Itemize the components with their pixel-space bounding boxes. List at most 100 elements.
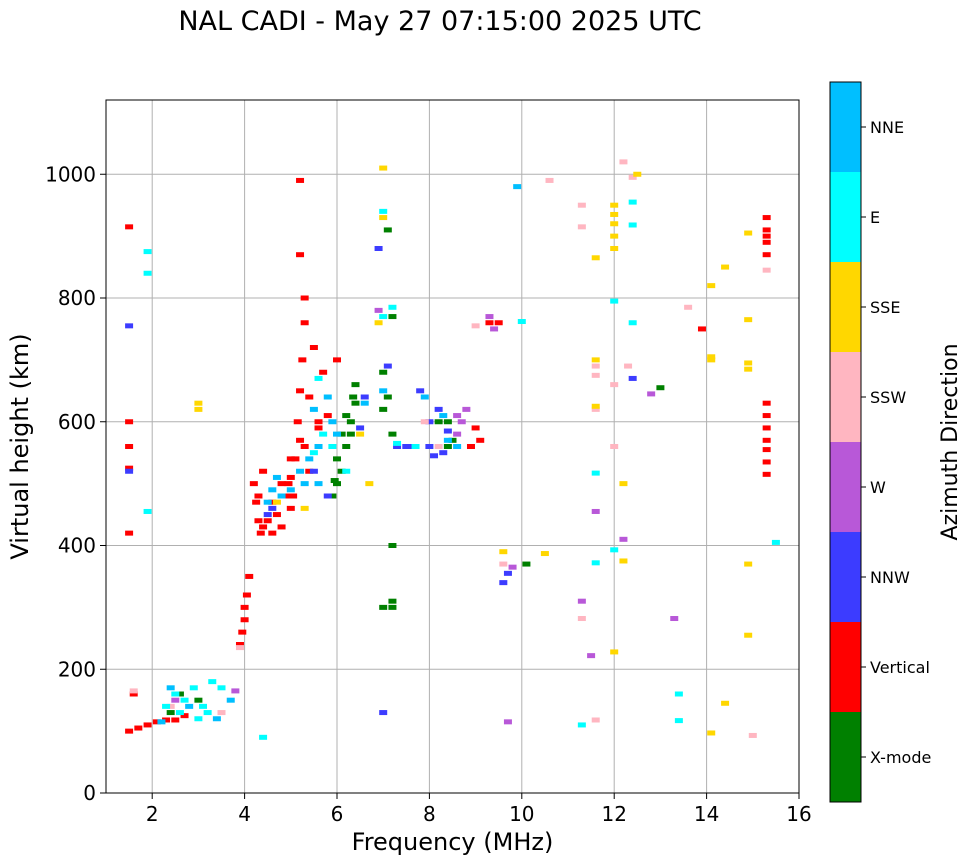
data-point-vertical — [259, 468, 268, 474]
data-point-vertical — [242, 592, 251, 598]
data-point-vertical — [298, 357, 307, 363]
data-point-nne — [277, 493, 286, 499]
x-tick-label: 4 — [238, 802, 251, 826]
data-point-vertical — [125, 728, 134, 734]
data-point-nne — [328, 419, 337, 425]
data-point-nnw — [425, 444, 434, 449]
data-point-e — [342, 468, 351, 474]
data-point-vertical — [762, 233, 771, 239]
data-point-x-mode — [448, 437, 457, 443]
data-point-nne — [379, 388, 388, 394]
data-point-x-mode — [443, 444, 452, 449]
data-point-vertical — [293, 419, 302, 425]
data-point-nnw — [416, 388, 425, 394]
data-point-vertical — [268, 530, 277, 536]
data-point-nne — [305, 456, 314, 462]
data-point-ssw — [545, 177, 554, 183]
colorbar-segment — [830, 262, 861, 352]
data-point-vertical — [296, 388, 305, 394]
data-point-sse — [721, 264, 730, 270]
data-point-sse — [374, 320, 383, 326]
data-point-sse — [707, 354, 716, 360]
data-point-vertical — [268, 499, 277, 505]
colorbar-segment — [830, 442, 861, 532]
data-point-x-mode — [388, 431, 397, 437]
data-point-vertical — [263, 518, 272, 524]
data-point-vertical — [300, 295, 309, 301]
data-point-nnw — [383, 363, 392, 369]
data-point-w — [457, 419, 466, 425]
data-point-ssw — [591, 372, 600, 378]
data-point-x-mode — [333, 456, 341, 462]
data-point-x-mode — [342, 444, 351, 449]
data-point-sse — [619, 481, 628, 487]
data-point-vertical — [296, 177, 305, 183]
data-point-vertical — [235, 642, 244, 647]
data-point-vertical — [125, 530, 134, 536]
colorbar-label: SSW — [870, 388, 906, 407]
colorbar-frame — [829, 81, 862, 803]
data-point-sse — [194, 406, 203, 412]
data-point-x-mode — [379, 406, 388, 412]
colorbar-label: NNE — [870, 118, 904, 137]
data-point-sse — [272, 499, 281, 505]
data-point-x-mode — [434, 419, 443, 425]
data-point-vertical — [762, 437, 771, 443]
data-point-vertical — [762, 459, 771, 465]
data-point-ssw — [619, 159, 628, 165]
y-tick-label: 200 — [58, 657, 96, 681]
data-point-vertical — [323, 413, 332, 419]
data-point-x-mode — [388, 314, 397, 320]
data-point-w — [619, 536, 628, 542]
data-point-sse — [633, 171, 642, 177]
data-point-e — [217, 685, 226, 691]
data-point-x-mode — [522, 561, 531, 567]
data-point-sse — [591, 357, 600, 363]
data-point-x-mode — [351, 382, 360, 388]
colorbar-segment — [830, 532, 861, 622]
data-point-vertical — [277, 481, 286, 487]
plot-frame — [105, 99, 800, 794]
data-point-w — [503, 719, 512, 725]
data-point-w — [490, 326, 499, 332]
data-point-sse — [610, 202, 619, 208]
data-point-e — [175, 710, 184, 716]
data-point-vertical — [289, 493, 298, 499]
data-point-nne — [360, 400, 369, 406]
data-point-ssw — [166, 703, 175, 709]
data-point-vertical — [762, 215, 771, 221]
data-point-w — [453, 413, 462, 419]
data-point-e — [517, 319, 526, 325]
data-point-vertical — [125, 419, 134, 425]
data-point-e — [591, 470, 600, 476]
data-point-nnw — [499, 580, 508, 586]
data-point-sse — [619, 558, 628, 564]
data-point-ssw — [610, 382, 619, 388]
x-tick-label: 6 — [331, 802, 344, 826]
data-point-vertical — [314, 419, 323, 425]
data-point-sse — [194, 400, 203, 406]
data-point-sse — [365, 481, 374, 487]
data-point-vertical — [284, 481, 293, 487]
data-point-e — [314, 375, 323, 381]
data-point-x-mode — [379, 369, 388, 375]
data-point-w — [231, 688, 240, 694]
data-point-x-mode — [383, 394, 392, 400]
data-point-sse — [591, 403, 600, 409]
data-point-vertical — [697, 326, 706, 332]
data-point-sse — [721, 700, 730, 706]
data-point-nnw — [263, 512, 272, 518]
data-point-x-mode — [194, 697, 203, 703]
data-point-nne — [420, 394, 429, 400]
data-point-sse — [300, 505, 309, 511]
data-point-nnw — [374, 246, 383, 251]
colorbar-label: X-mode — [870, 748, 931, 767]
data-point-e — [393, 440, 402, 446]
data-point-e — [180, 697, 189, 703]
data-point-vertical — [471, 425, 480, 431]
data-point-vertical — [762, 425, 771, 431]
data-point-vertical — [309, 345, 318, 350]
data-point-e — [628, 222, 637, 228]
y-axis-label: Virtual height (km) — [6, 333, 34, 559]
data-point-e — [610, 298, 619, 304]
